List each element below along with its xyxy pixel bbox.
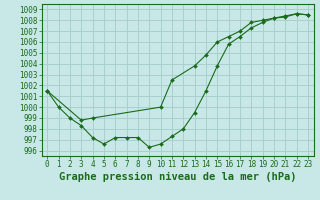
X-axis label: Graphe pression niveau de la mer (hPa): Graphe pression niveau de la mer (hPa): [59, 172, 296, 182]
